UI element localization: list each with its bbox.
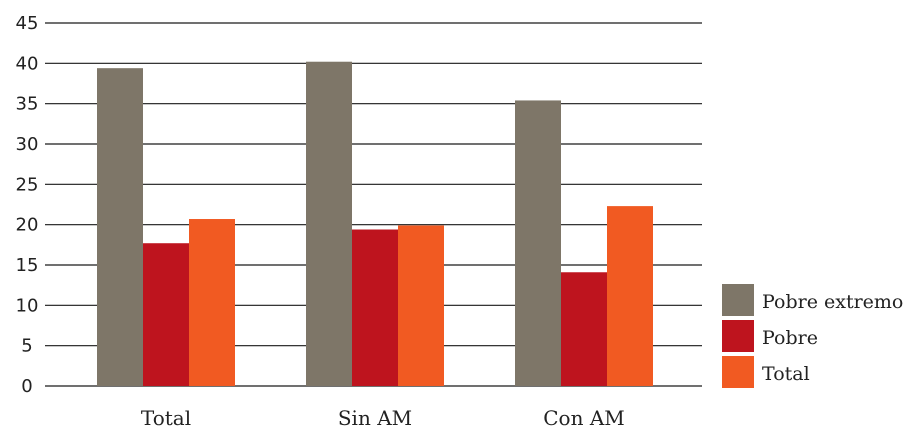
y-axis-tick-labels: 0 5 10 15 20 25 30 35 40 45 — [16, 13, 39, 397]
y-tick-label: 15 — [16, 255, 39, 276]
y-tick-label: 20 — [16, 215, 39, 236]
legend-swatch — [722, 320, 754, 352]
legend-swatch — [722, 284, 754, 316]
legend: Pobre extremo Pobre Total — [722, 284, 903, 388]
x-category-label: Sin AM — [338, 406, 412, 430]
bar — [398, 225, 444, 386]
legend-label: Pobre extremo — [762, 291, 903, 313]
y-tick-label: 35 — [16, 94, 39, 115]
x-category-label: Total — [141, 406, 191, 430]
x-category-label: Con AM — [543, 406, 625, 430]
bar — [97, 68, 143, 386]
bar — [352, 229, 398, 386]
bar — [189, 219, 235, 386]
y-tick-label: 45 — [16, 13, 39, 34]
x-axis-category-labels: Total Sin AM Con AM — [141, 406, 625, 430]
bar — [515, 100, 561, 386]
y-tick-label: 25 — [16, 174, 39, 195]
y-tick-label: 10 — [16, 295, 39, 316]
y-tick-label: 5 — [21, 336, 32, 357]
bar — [561, 272, 607, 386]
bar — [306, 61, 352, 386]
bar — [143, 243, 189, 386]
legend-swatch — [722, 356, 754, 388]
y-tick-label: 30 — [16, 134, 39, 155]
legend-label: Pobre — [762, 327, 818, 349]
legend-label: Total — [762, 363, 810, 385]
bars — [97, 61, 653, 386]
bar — [607, 206, 653, 386]
y-tick-label: 40 — [16, 53, 39, 74]
y-tick-label: 0 — [21, 376, 32, 397]
